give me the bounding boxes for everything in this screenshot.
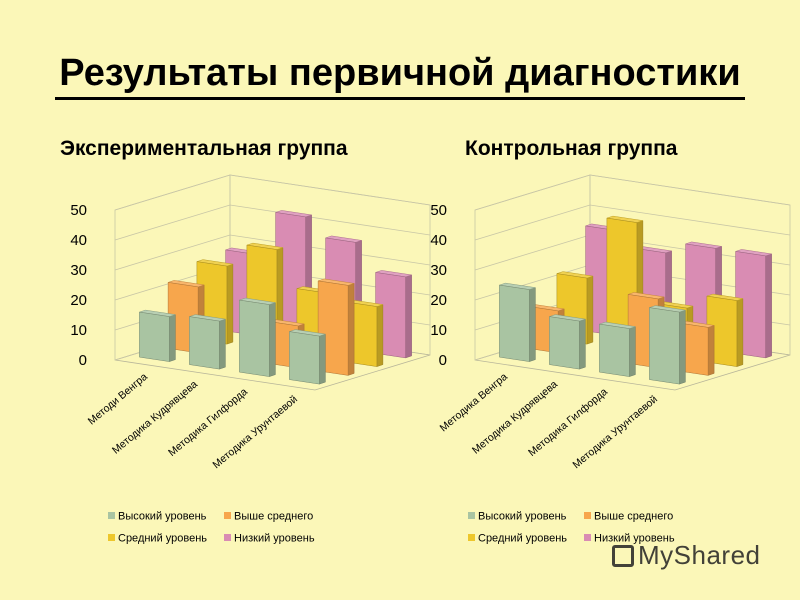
bar: [549, 314, 586, 370]
y-tick-label: 20: [430, 292, 447, 309]
legend-label: Выше среднего: [594, 511, 673, 523]
legend-label: Низкий уровень: [594, 533, 675, 545]
slide-title: Результаты первичной диагностики: [59, 52, 741, 94]
legend-swatch: [468, 512, 475, 519]
bar: [649, 305, 686, 385]
y-tick-label: 30: [430, 262, 447, 279]
legend-label: Высокий уровень: [118, 511, 207, 523]
y-tick-label: 50: [430, 202, 447, 219]
legend-swatch: [224, 534, 231, 541]
legend-swatch: [584, 512, 591, 519]
bar: [499, 282, 536, 362]
watermark: MyShared: [612, 540, 761, 571]
y-tick-label: 40: [70, 232, 87, 249]
legend-label: Выше среднего: [234, 511, 313, 523]
y-tick-label: 10: [430, 322, 447, 339]
legend-label: Низкий уровень: [234, 533, 315, 545]
y-tick-label: 30: [70, 262, 87, 279]
legend-swatch: [108, 512, 115, 519]
chart-title-control: Контрольная группа: [465, 137, 678, 160]
legend-label: Высокий уровень: [478, 511, 567, 523]
y-tick-label: 50: [70, 202, 87, 219]
category-label: Методи Венгра: [86, 371, 150, 428]
bar: [289, 329, 326, 385]
legend-swatch: [584, 534, 591, 541]
legend-swatch: [468, 534, 475, 541]
y-tick-label: 0: [439, 352, 447, 369]
bar: [599, 321, 636, 377]
title-underline: [55, 97, 745, 100]
gridline: [114, 204, 431, 241]
gridline: [474, 174, 791, 211]
legend-swatch: [108, 534, 115, 541]
gridline: [114, 234, 431, 271]
bar: [189, 314, 226, 370]
watermark-logo-icon: [612, 545, 634, 567]
gridline: [474, 204, 791, 241]
chart-title-experimental: Экспериментальная группа: [60, 137, 348, 160]
y-tick-label: 10: [70, 322, 87, 339]
y-tick-label: 20: [70, 292, 87, 309]
y-tick-label: 0: [79, 352, 87, 369]
bar: [346, 299, 384, 367]
legend-label: Средний уровень: [118, 533, 207, 545]
y-tick-label: 40: [430, 232, 447, 249]
bar: [239, 297, 276, 377]
legend-swatch: [224, 512, 231, 519]
watermark-text: MyShared: [638, 540, 761, 570]
legend-label: Средний уровень: [478, 533, 567, 545]
gridline: [114, 174, 431, 211]
bar: [706, 293, 744, 367]
bar: [139, 309, 176, 362]
